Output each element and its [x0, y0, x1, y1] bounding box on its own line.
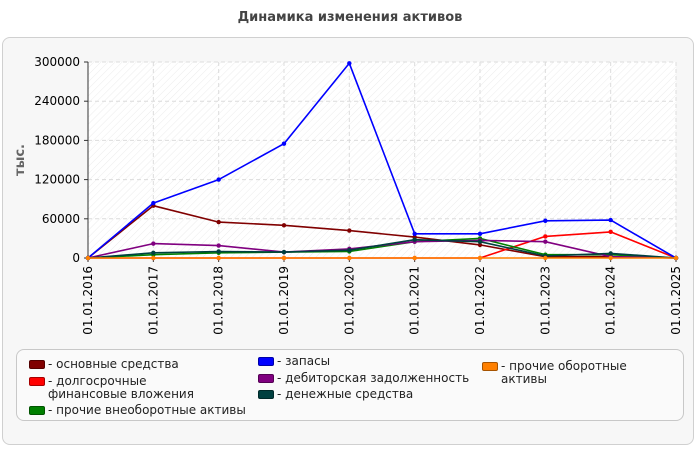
legend-label: - прочие оборотные активы: [501, 359, 627, 386]
series-3-point: [281, 141, 287, 146]
legend-item: - дебиторская задолженность: [258, 372, 478, 385]
legend-swatch: [482, 362, 498, 371]
series-3-point: [151, 200, 156, 206]
series-0-point: [281, 223, 287, 228]
series-5-point: [151, 250, 156, 255]
legend-item: - запасы: [258, 355, 478, 368]
series-5-point: [281, 249, 287, 255]
series-4-point: [543, 239, 548, 244]
y-axis-label: тыс.: [13, 144, 28, 176]
x-tick-label: 01.01.2020: [342, 266, 356, 335]
series-5-point: [347, 247, 352, 253]
legend-item: - долгосрочные финансовые вложения: [29, 375, 229, 401]
series-1-point: [608, 229, 613, 235]
series-3-point: [347, 61, 352, 66]
x-tick-label: 01.01.2025: [669, 266, 683, 335]
x-tick-label: 01.01.2016: [81, 266, 95, 335]
x-tick-label: 01.01.2019: [277, 266, 291, 335]
x-tick-label: 01.01.2017: [146, 266, 160, 335]
x-tick-label: 01.01.2022: [473, 266, 487, 335]
x-tick-label: 01.01.2023: [538, 266, 552, 335]
series-3-line: [87, 62, 677, 259]
series-3-point: [543, 218, 548, 223]
chart-legend: - основные средства - долгосрочные финанс…: [16, 349, 684, 421]
y-tick-label: 300000: [34, 55, 80, 69]
legend-label: - запасы: [277, 354, 331, 368]
series-6-point: [151, 255, 156, 261]
chart-title: Динамика изменения активов: [237, 10, 463, 25]
legend-label: - прочие внеоборотные активы: [48, 403, 246, 417]
y-tick-label: 60000: [42, 212, 80, 226]
series-6-point: [543, 255, 548, 261]
series-6-point: [477, 255, 483, 261]
legend-swatch: [29, 360, 45, 369]
legend-swatch: [29, 377, 45, 386]
legend-label: - долгосрочные финансовые вложения: [48, 374, 194, 401]
legend-item: - основные средства: [29, 358, 249, 371]
x-tick-label: 01.01.2018: [212, 266, 226, 335]
series-6-point: [412, 255, 417, 261]
series-4-point: [216, 243, 221, 248]
series-6-point: [347, 255, 352, 261]
y-tick-label: 180000: [34, 133, 80, 147]
x-tick-label: 01.01.2024: [604, 266, 618, 335]
legend-label: - денежные средства: [277, 387, 414, 401]
series-5-point: [412, 237, 417, 242]
series-3-point: [477, 231, 483, 237]
series-3-point: [412, 231, 417, 237]
series-5-point: [216, 249, 221, 254]
plot-area-hatch: [88, 62, 676, 258]
legend-item: - денежные средства: [258, 388, 478, 401]
series-0-line: [87, 204, 677, 259]
legend-label: - дебиторская задолженность: [277, 371, 470, 385]
series-5-point: [477, 239, 483, 244]
legend-swatch: [29, 406, 45, 415]
series-6-point: [85, 255, 91, 261]
legend-item: - прочие оборотные активы: [482, 360, 672, 386]
series-5-point: [608, 251, 613, 256]
y-tick-label: 120000: [34, 173, 80, 187]
series-4-point: [151, 241, 156, 246]
legend-swatch: [258, 390, 274, 399]
series-6-point: [281, 255, 287, 261]
x-tick-label: 01.01.2021: [408, 266, 422, 335]
series-0-point: [477, 242, 483, 248]
series-3-point: [216, 177, 221, 182]
legend-item: - прочие внеоборотные активы: [29, 404, 249, 417]
series-1-point: [543, 234, 548, 239]
series-6-point: [673, 255, 679, 261]
series-6-point: [608, 255, 613, 261]
legend-label: - основные средства: [48, 357, 179, 371]
series-0-point: [216, 219, 221, 225]
legend-swatch: [258, 374, 274, 383]
series-0-point: [347, 228, 352, 233]
series-5-line: [87, 238, 677, 259]
series-6-point: [216, 255, 221, 261]
legend-swatch: [258, 357, 274, 366]
y-tick-label: 240000: [34, 94, 80, 108]
series-3-point: [608, 217, 613, 223]
y-tick-label: 0: [72, 251, 80, 265]
